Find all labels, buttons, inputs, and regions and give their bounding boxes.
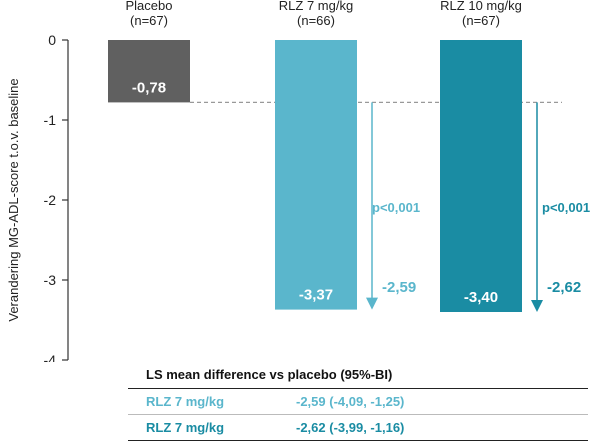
table-header: LS mean difference vs placebo (95%-BI) [128,362,588,389]
difference-label: -2,62 [547,279,581,296]
bar-n-label: (n=67) [462,13,500,28]
bar [108,40,190,103]
table-row-value: -2,62 (-3,99, -1,16) [296,420,405,435]
bar-group-label: RLZ 7 mg/kg [279,0,353,13]
y-axis: 0 -1 -2 -3 -4 [44,32,69,362]
y-tick-label: -1 [44,112,57,128]
bar-value-label: -3,37 [299,287,333,304]
bar [440,40,522,312]
difference-label: -2,59 [382,279,416,296]
table-row-label: RLZ 7 mg/kg [146,420,225,435]
table-row-label: RLZ 7 mg/kg [146,394,225,409]
bar-group-label: RLZ 10 mg/kg [440,0,522,13]
y-tick-label: -3 [44,272,57,288]
bar [275,40,357,310]
y-axis-label: Verandering MG-ADL-score t.o.v. baseline [6,78,21,321]
y-tick-label: -2 [44,192,57,208]
bar-n-label: (n=66) [297,13,335,28]
table-row: RLZ 7 mg/kg -2,59 (-4,09, -1,25) [128,389,588,415]
table-row-value: -2,59 (-4,09, -1,25) [296,394,405,409]
bar-chart: Verandering MG-ADL-score t.o.v. baseline… [6,0,590,362]
bar-group-label: Placebo [126,0,173,13]
y-tick-label: -4 [44,352,57,362]
y-tick-label: 0 [48,32,56,48]
p-value-label: p<0,001 [372,200,420,215]
table-row: RLZ 7 mg/kg -2,62 (-3,99, -1,16) [128,415,588,441]
difference-table: LS mean difference vs placebo (95%-BI) R… [128,362,588,441]
bar-n-label: (n=67) [130,13,168,28]
p-value-label: p<0,001 [542,200,590,215]
bar-value-label: -0,78 [132,79,166,96]
bar-value-label: -3,40 [464,289,498,306]
